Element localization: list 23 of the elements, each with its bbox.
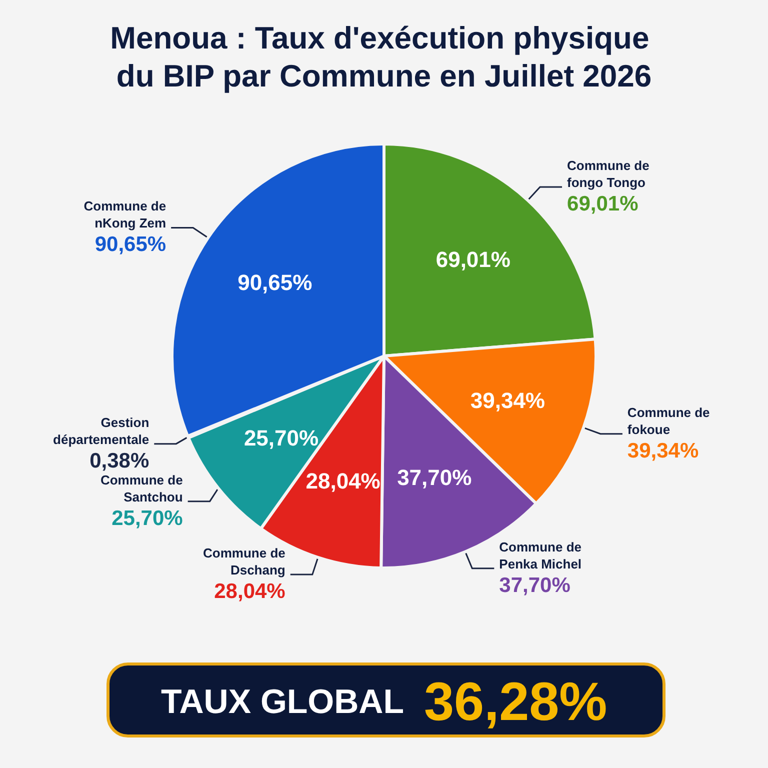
text: 25,70% — [244, 425, 319, 450]
text: 28,04% — [306, 468, 380, 494]
text: 37,70% — [397, 464, 472, 490]
slice-label: Commune de fongo Tongo — [567, 158, 650, 190]
data-label: 90,65% — [94, 233, 166, 256]
slice-label: Gestion départementale — [53, 414, 150, 447]
slice-label: Commune de Dschang — [203, 546, 286, 578]
text: 39,34% — [470, 388, 545, 413]
slice-label: Commune de Penka Michel — [499, 539, 582, 572]
text: TAUX GLOBAL — [160, 683, 404, 721]
data-label: 25,70% — [112, 506, 184, 530]
data-label: 28,04% — [214, 580, 286, 604]
data-label: 0,38% — [90, 449, 150, 472]
chart-title: Menoua : Taux d'exécution physique du BIP par Commune en Juillet 2026 — [110, 20, 658, 94]
slice-label: Commune de Santchou — [100, 472, 183, 504]
text: 69,01% — [436, 246, 510, 272]
data-label: 37,70% — [499, 574, 571, 597]
text: 36,28% — [424, 672, 608, 732]
data-label: 39,34% — [627, 439, 699, 462]
text: 90,65% — [238, 270, 312, 296]
data-label: 69,01% — [567, 192, 639, 216]
slice-label: Commune de fokoue — [627, 404, 710, 437]
slice-label: Commune de nKong Zem — [84, 198, 166, 231]
